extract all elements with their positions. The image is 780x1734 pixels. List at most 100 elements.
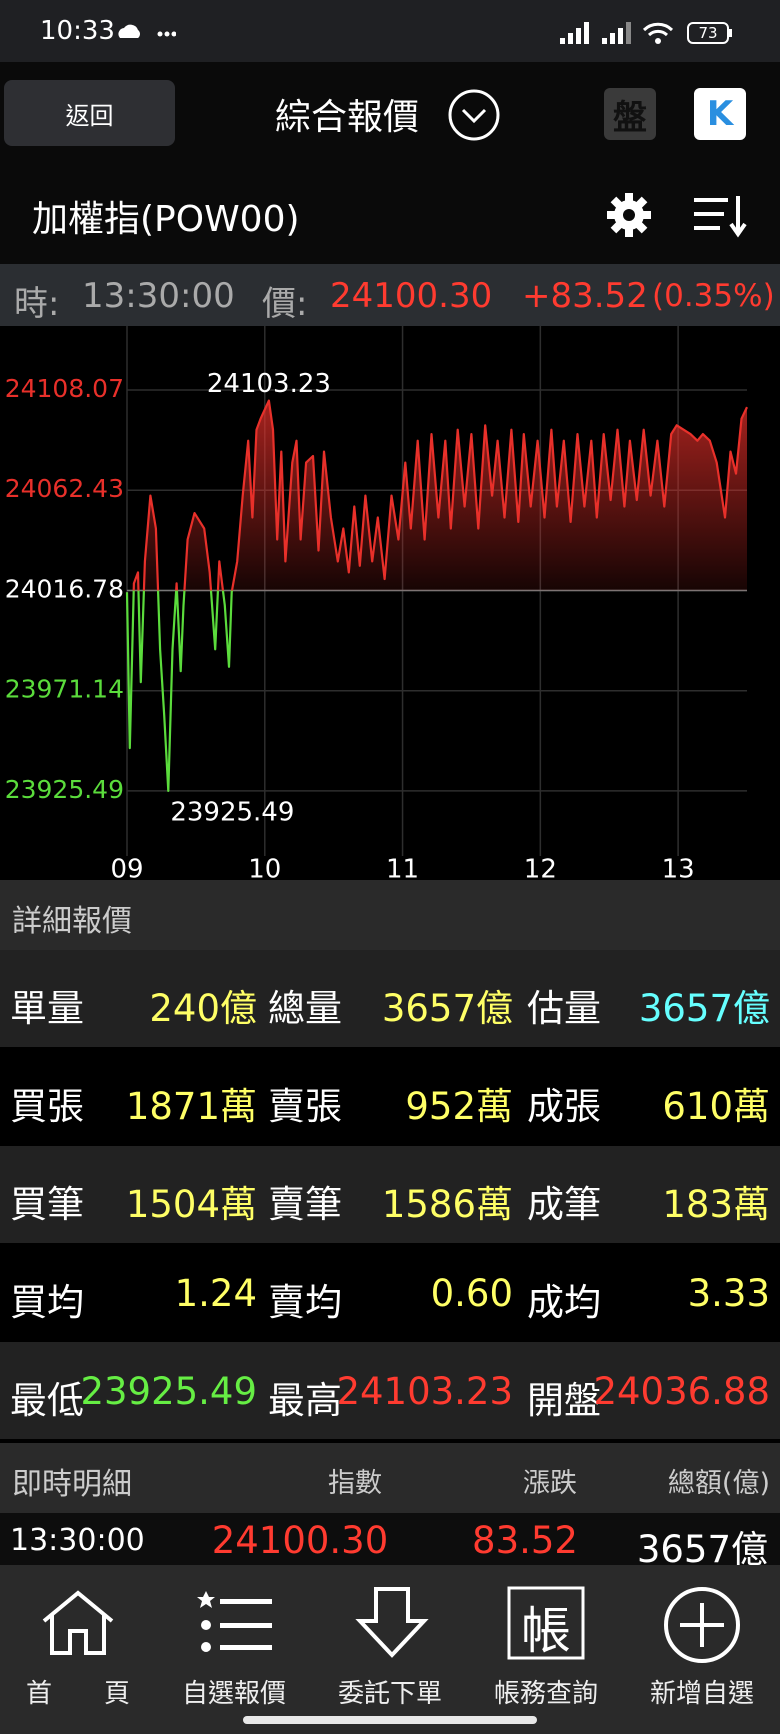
- detail-label: 賣筆: [268, 1183, 342, 1226]
- detail-row: 單量 240億 總量 3657億 估量 3657億: [0, 950, 780, 1047]
- nav-account[interactable]: 帳 帳務查詢: [468, 1565, 624, 1710]
- battery-level: 73: [698, 24, 718, 42]
- detail-value: 3657億: [638, 987, 770, 1030]
- column-header: 指數: [328, 1468, 382, 1499]
- ticks-title: 即時明細: [12, 1467, 132, 1502]
- nav-label: 帳務查詢: [493, 1679, 598, 1709]
- detail-value: 952萬: [405, 1085, 513, 1128]
- account-icon: [507, 1586, 585, 1660]
- detail-label: 最高: [268, 1379, 342, 1422]
- detail-value: 1504萬: [125, 1183, 257, 1226]
- change-pct: (0.35%): [652, 278, 775, 314]
- quote-time: 13:30:00: [82, 276, 235, 316]
- detail-label: 賣張: [268, 1085, 342, 1128]
- account-icon-text: 帳: [521, 1602, 571, 1660]
- nav-label: 首 頁: [25, 1679, 130, 1709]
- x-tick-label: 10: [248, 855, 281, 881]
- annotation: 23925.49: [170, 797, 294, 827]
- detail-label: 開盤: [527, 1379, 601, 1422]
- nav-watchlist[interactable]: 自選報價: [156, 1565, 312, 1710]
- detail-label: 買張: [10, 1085, 84, 1128]
- detail-label: 總量: [268, 987, 342, 1030]
- tick-index: 24100.30: [211, 1519, 389, 1562]
- area-fill: [127, 400, 747, 591]
- title-dropdown[interactable]: [447, 88, 501, 142]
- intraday-chart: 09 10 11 12 13 24108.07 24062.43 24016.78 23971.…: [5, 326, 748, 881]
- nav-label: 自選報價: [181, 1679, 286, 1709]
- detail-header: 詳細報價: [0, 880, 780, 950]
- quote-bar: 時: 13:30:00 價: 24100.30 +83.52 (0.35%): [0, 264, 780, 326]
- detail-label: 單量: [10, 987, 84, 1030]
- order-icon: [355, 1587, 429, 1658]
- detail-label: 賣均: [268, 1281, 342, 1324]
- detail-value: 3.33: [687, 1272, 770, 1315]
- column-header: 漲跌: [523, 1468, 577, 1499]
- y-tick-label: 23925.49: [5, 775, 124, 804]
- detail-label: 買筆: [10, 1183, 84, 1226]
- x-tick-label: 11: [386, 855, 419, 881]
- detail-row: 最低 23925.49 最高 24103.23 開盤 24036.88: [0, 1342, 780, 1439]
- detail-value: 23925.49: [80, 1370, 257, 1413]
- change: +83.52: [522, 276, 648, 316]
- board-button[interactable]: 盤: [604, 88, 656, 140]
- time-label: 時:: [14, 284, 60, 324]
- detail-label: 買均: [10, 1281, 84, 1324]
- detail-value: 0.60: [430, 1272, 513, 1315]
- price-label: 價:: [262, 284, 308, 324]
- detail-label: 最低: [10, 1379, 84, 1422]
- annotation: 24103.23: [207, 369, 331, 399]
- detail-label: 成筆: [527, 1183, 601, 1226]
- x-tick-label: 12: [524, 855, 557, 881]
- nav-label: 委託下單: [337, 1679, 442, 1709]
- y-tick-label: 23971.14: [5, 675, 124, 704]
- price-line: [125, 399, 748, 792]
- page-title: 綜合報價: [275, 97, 420, 138]
- header: 返回 綜合報價 盤 K 加權指(POW00): [0, 62, 780, 264]
- nav-order[interactable]: 委託下單: [312, 1565, 468, 1710]
- detail-value: 610萬: [662, 1085, 770, 1128]
- settings-icon[interactable]: [606, 192, 652, 238]
- x-tick-label: 09: [110, 855, 143, 881]
- detail-value: 240億: [149, 987, 257, 1030]
- detail-row: 買張 1871萬 賣張 952萬 成張 610萬: [0, 1048, 780, 1145]
- detail-value: 183萬: [662, 1183, 770, 1226]
- detail-value: 1871萬: [125, 1085, 257, 1128]
- tick-time: 13:30:00: [10, 1523, 145, 1558]
- detail-label: 成均: [527, 1281, 601, 1324]
- detail-value: 1586萬: [381, 1183, 513, 1226]
- bottom-nav: 首 頁 自選報價 委託下單 帳 帳務查詢 新增自選: [0, 1565, 780, 1734]
- clock: 10:33: [40, 16, 115, 46]
- nav-add[interactable]: 新增自選: [624, 1565, 780, 1710]
- sort-icon[interactable]: [692, 192, 748, 238]
- tick-change: 83.52: [472, 1519, 578, 1562]
- detail-value: 1.24: [174, 1272, 257, 1315]
- add-icon: [664, 1587, 740, 1663]
- ticks-header: 即時明細 指數 漲跌 總額(億): [0, 1443, 780, 1513]
- price: 24100.30: [330, 276, 493, 316]
- detail-title: 詳細報價: [12, 904, 132, 939]
- detail-label: 估量: [527, 987, 601, 1030]
- status-icons: [118, 24, 176, 38]
- x-tick-label: 13: [662, 855, 695, 881]
- signal-wifi-battery: [560, 22, 732, 44]
- tick-row: 13:30:00 24100.30 83.52 3657億: [0, 1513, 780, 1571]
- detail-row: 買筆 1504萬 賣筆 1586萬 成筆 183萬: [0, 1146, 780, 1243]
- detail-row: 買均 1.24 賣均 0.60 成均 3.33: [0, 1244, 780, 1341]
- detail-value: 24036.88: [593, 1370, 770, 1413]
- column-header: 總額(億): [667, 1468, 770, 1499]
- nav-label: 新增自選: [649, 1679, 754, 1709]
- y-tick-label: 24108.07: [5, 374, 124, 403]
- detail-value: 3657億: [381, 987, 513, 1030]
- list-icon: [197, 1591, 272, 1652]
- detail-label: 成張: [527, 1085, 601, 1128]
- home-icon: [42, 1590, 114, 1655]
- k-button[interactable]: K: [694, 88, 746, 140]
- tick-amount: 3657億: [636, 1528, 768, 1571]
- status-bar: 10:33 73: [0, 0, 780, 62]
- back-button[interactable]: 返回: [4, 80, 175, 146]
- detail-value: 24103.23: [336, 1370, 513, 1413]
- nav-home[interactable]: 首 頁: [0, 1565, 156, 1710]
- symbol-name: 加權指(POW00): [32, 199, 300, 240]
- home-indicator: [243, 1716, 537, 1724]
